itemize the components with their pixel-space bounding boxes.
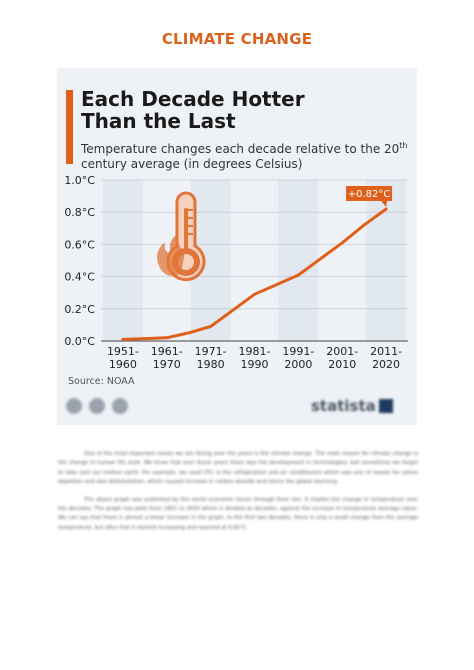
category-band xyxy=(103,180,143,341)
value-annotation: +0.82°C xyxy=(346,185,393,207)
thermometer-icon xyxy=(157,191,206,282)
chart-title: Each Decade Hotter Than the Last xyxy=(81,88,401,132)
chart-title-line2: Than the Last xyxy=(81,109,236,133)
category-bands xyxy=(103,180,406,341)
x-tick-label-line: 1961- xyxy=(151,345,183,358)
y-tick-label: 0.2°C xyxy=(64,303,95,316)
y-tick-label: 0.0°C xyxy=(64,335,95,348)
share-icon[interactable] xyxy=(112,398,128,414)
title-accent-bar xyxy=(66,90,73,164)
x-tick-label: 2011-2020 xyxy=(370,345,402,370)
annotation-pointer xyxy=(381,200,388,207)
x-axis-ticks: 1951-1960 1961-1970 1971-1980 1981-1990 1991… xyxy=(107,345,402,370)
x-tick-label-line: 2010 xyxy=(328,358,356,370)
page-heading: CLIMATE CHANGE xyxy=(161,30,313,48)
annotation-label: +0.82°C xyxy=(348,189,391,200)
article-body: One of the most important issues we are … xyxy=(58,450,418,541)
chart-subtitle: Temperature changes each decade relative… xyxy=(81,138,411,172)
x-tick-label: 1991-2000 xyxy=(282,345,314,370)
chart-title-line1: Each Decade Hotter xyxy=(81,87,305,111)
statista-logo[interactable]: statista xyxy=(311,397,407,415)
x-tick-label-line: 1991- xyxy=(282,345,314,358)
cc-icon[interactable] xyxy=(66,398,82,414)
x-tick-label: 1961-1970 xyxy=(151,345,183,370)
x-tick-label: 1971-1980 xyxy=(195,345,227,370)
annotation-box xyxy=(346,185,393,201)
series-line xyxy=(121,207,388,341)
line-chart: 0.0°C 0.2°C 0.4°C 0.6°C 0.8°C 1.0°C 1951-1960… xyxy=(64,174,408,370)
x-tick-label-line: 1971- xyxy=(195,345,227,358)
x-tick-label-line: 1970 xyxy=(153,358,181,370)
x-tick-label-line: 2011- xyxy=(370,345,402,358)
y-tick-label: 0.8°C xyxy=(64,206,95,219)
x-tick-label-line: 1960 xyxy=(109,358,137,370)
subtitle-part1: Temperature changes each decade relative… xyxy=(81,142,400,156)
category-band xyxy=(278,180,319,341)
brand-mark-icon xyxy=(378,399,393,413)
x-tick-label-line: 1981- xyxy=(239,345,271,358)
info-icon[interactable] xyxy=(89,398,105,414)
x-tick-label-line: 2000 xyxy=(284,358,312,370)
article-paragraph-2: The above graph was published by the wor… xyxy=(58,496,418,531)
y-tick-label: 1.0°C xyxy=(64,174,95,187)
x-tick-label-line: 1980 xyxy=(197,358,225,370)
x-tick-label-line: 2020 xyxy=(372,358,400,370)
license-icons xyxy=(66,398,128,414)
y-tick-label: 0.6°C xyxy=(64,238,95,251)
x-tick-label-line: 1990 xyxy=(241,358,269,370)
brand-wordmark: statista xyxy=(311,397,376,415)
article-paragraph-1: One of the most important issues we are … xyxy=(58,451,418,486)
x-tick-label: 1951-1960 xyxy=(107,345,139,370)
x-tick-label-line: 1951- xyxy=(107,345,139,358)
x-tick-label-line: 2001- xyxy=(326,345,358,358)
y-axis-ticks: 0.0°C 0.2°C 0.4°C 0.6°C 0.8°C 1.0°C xyxy=(64,174,95,348)
x-tick-label: 2001-2010 xyxy=(326,345,358,370)
source-note: Source: NOAA xyxy=(68,376,135,387)
y-tick-label: 0.4°C xyxy=(64,271,95,284)
subtitle-part2: century average (in degrees Celsius) xyxy=(81,157,303,171)
subtitle-superscript: th xyxy=(399,141,408,150)
x-tick-label: 1981-1990 xyxy=(239,345,271,370)
gridlines xyxy=(101,179,408,342)
